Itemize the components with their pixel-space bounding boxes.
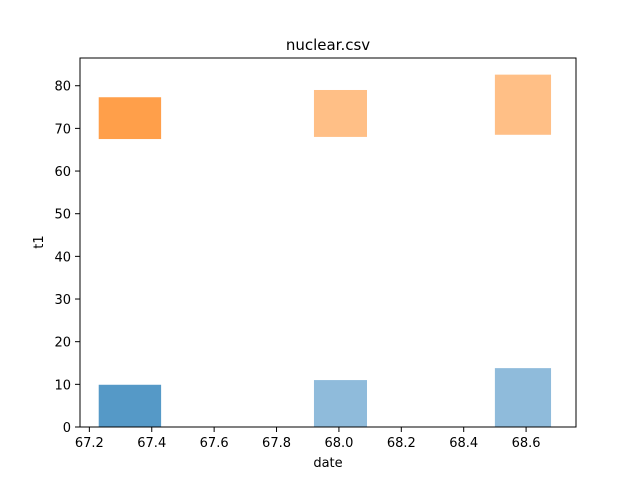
x-axis-ticks: 67.2 67.4 67.6 67.8 68.0 68.2 68.4 68.6	[75, 427, 541, 451]
y-tick-label-6: 60	[54, 165, 71, 180]
x-axis-label: date	[313, 456, 342, 471]
bar-2	[313, 380, 367, 427]
y-tick-label-1: 10	[54, 378, 71, 393]
bar-1	[98, 97, 162, 140]
y-tick-label-4: 40	[54, 250, 71, 265]
y-tick-label-2: 20	[54, 336, 71, 351]
bar-0	[98, 384, 162, 427]
x-tick-label-6: 68.4	[449, 436, 478, 451]
x-tick-label-2: 67.6	[200, 436, 229, 451]
bar-5	[494, 74, 552, 135]
y-tick-label-8: 80	[54, 80, 71, 95]
x-tick-label-4: 68.0	[324, 436, 353, 451]
y-tick-label-5: 50	[54, 208, 71, 223]
x-tick-label-1: 67.4	[137, 436, 166, 451]
x-tick-label-5: 68.2	[387, 436, 416, 451]
y-tick-label-0: 0	[63, 421, 71, 436]
y-tick-label-7: 70	[54, 122, 71, 137]
chart-title: nuclear.csv	[286, 36, 370, 54]
bar-4	[494, 368, 552, 427]
y-tick-label-3: 30	[54, 293, 71, 308]
bars-group	[98, 74, 552, 427]
y-axis-ticks: 0 10 20 30 40 50 60 70 80	[54, 80, 80, 436]
bar-3	[313, 89, 367, 137]
x-tick-label-0: 67.2	[75, 436, 104, 451]
y-axis-label: t1	[32, 235, 47, 248]
plot-frame	[79, 57, 577, 428]
x-tick-label-3: 67.8	[262, 436, 291, 451]
x-tick-label-7: 68.6	[512, 436, 541, 451]
